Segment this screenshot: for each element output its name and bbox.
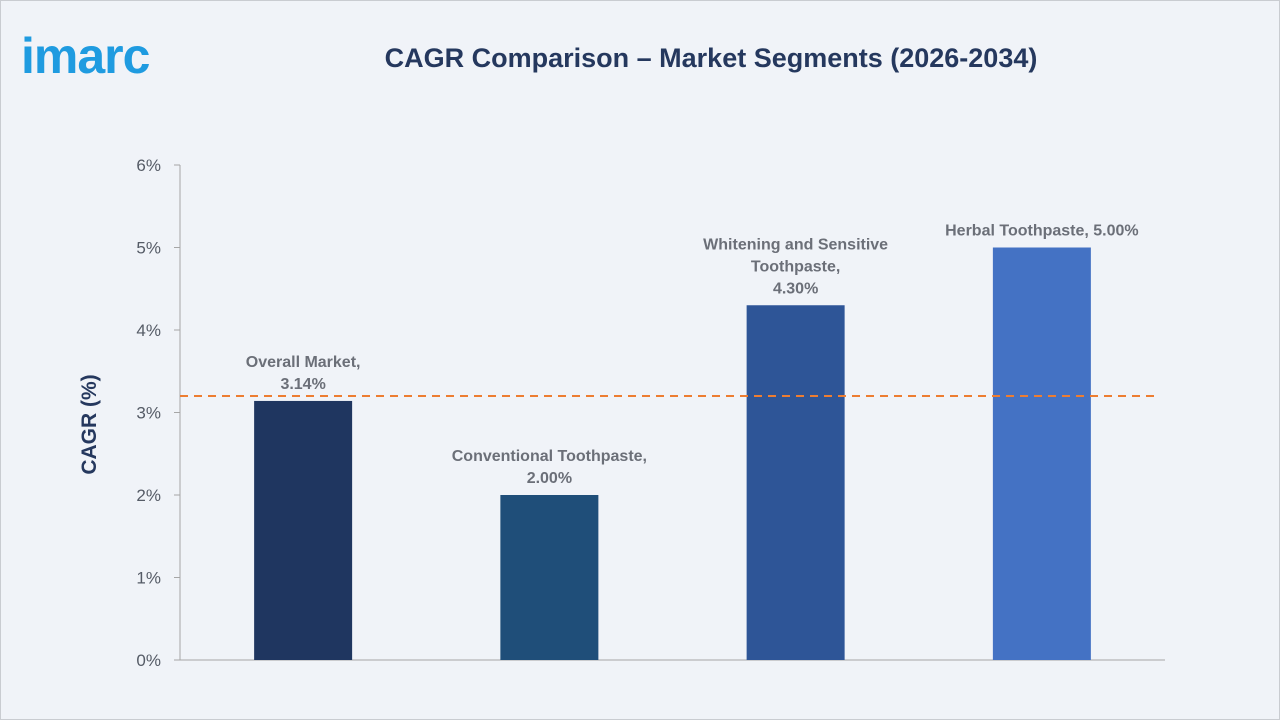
- y-tick-label: 5%: [136, 239, 161, 258]
- chart-title: CAGR Comparison – Market Segments (2026-…: [384, 43, 1038, 73]
- bar-1: [254, 400, 353, 660]
- y-tick-label: 2%: [136, 486, 161, 505]
- data-label: Herbal Toothpaste, 5.00%: [945, 223, 1139, 240]
- imarc-logo: imarc: [21, 28, 151, 83]
- bar-3: [746, 305, 845, 660]
- data-label: 2.00%: [527, 470, 572, 487]
- data-label: 4.30%: [773, 280, 818, 297]
- y-axis-title: CAGR (%): [78, 374, 101, 474]
- bar-4: [992, 247, 1091, 660]
- y-tick-label: 4%: [136, 321, 161, 340]
- data-label: Whitening and Sensitive: [703, 236, 888, 253]
- data-label: Overall Market,: [246, 354, 361, 371]
- y-tick-label: 0%: [136, 651, 161, 670]
- data-label: 3.14%: [280, 376, 325, 393]
- data-label: Conventional Toothpaste,: [452, 448, 647, 465]
- y-tick-label: 1%: [136, 569, 161, 588]
- y-tick-label: 6%: [136, 156, 161, 175]
- data-label: Toothpaste,: [751, 258, 840, 275]
- logo-wordmark: imarc: [21, 28, 150, 83]
- y-tick-label: 3%: [136, 404, 161, 423]
- bar-2: [500, 495, 599, 660]
